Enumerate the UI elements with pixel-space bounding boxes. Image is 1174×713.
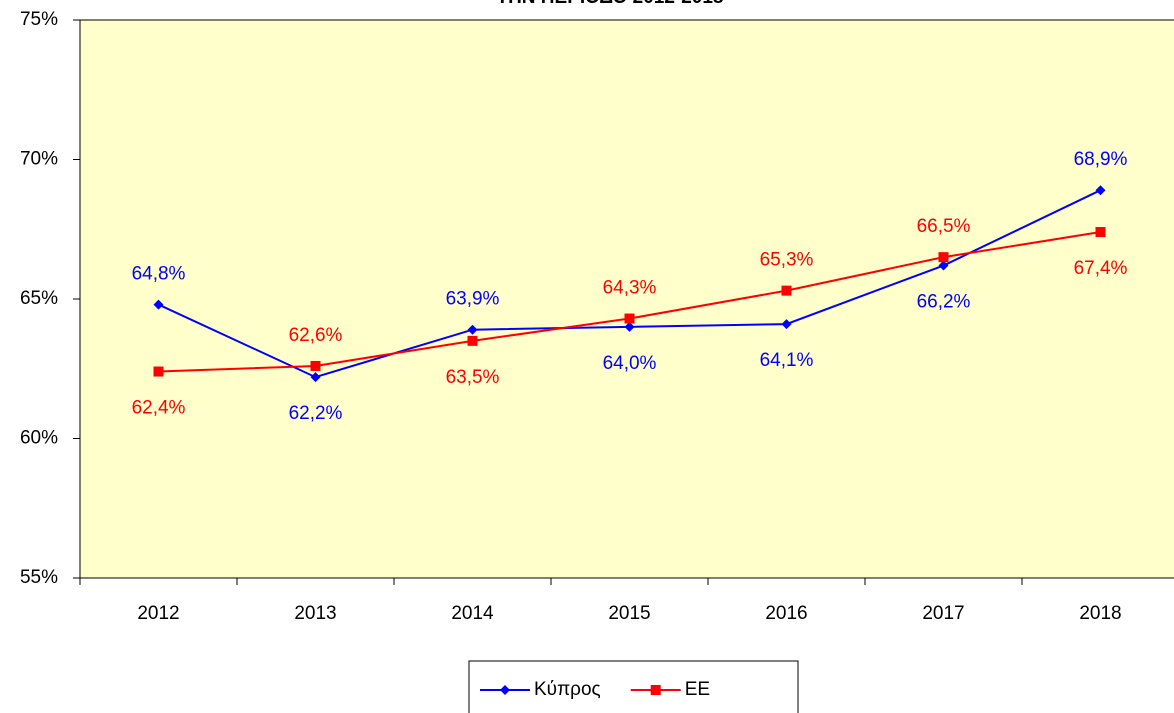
data-label: 66,2% [917, 292, 971, 313]
data-label: 62,2% [289, 403, 343, 424]
marker [310, 360, 321, 371]
marker [781, 319, 792, 330]
data-label: 64,3% [603, 278, 657, 299]
x-tick-label: 2017 [922, 603, 964, 624]
marker [467, 335, 478, 346]
marker [781, 285, 792, 296]
plot-area [79, 19, 1174, 579]
data-label: 63,5% [446, 367, 500, 388]
x-tick-label: 2015 [608, 603, 650, 624]
marker [310, 372, 321, 383]
marker [624, 321, 635, 332]
data-label: 65,3% [760, 250, 814, 271]
marker [153, 299, 164, 310]
x-tick-label: 2018 [1079, 603, 1121, 624]
data-label: 68,9% [1074, 149, 1128, 170]
data-label: 63,9% [446, 289, 500, 310]
marker [153, 366, 164, 377]
marker [624, 313, 635, 324]
data-label: 64,1% [760, 350, 814, 371]
marker [1095, 227, 1106, 238]
marker [650, 685, 661, 695]
data-label: 64,0% [603, 353, 657, 374]
marker [467, 324, 478, 335]
x-tick-label: 2012 [137, 603, 179, 624]
legend-box [468, 660, 799, 713]
data-label: 67,4% [1074, 258, 1128, 279]
x-tick-label: 2014 [451, 603, 494, 624]
y-tick-label: 75% [20, 9, 58, 30]
data-label: 66,5% [917, 216, 971, 237]
data-label: 64,8% [132, 264, 186, 285]
data-label: 62,4% [132, 398, 186, 419]
legend: Κύπρος ΕΕ [468, 660, 799, 713]
y-tick-label: 65% [20, 288, 58, 309]
x-tick-label: 2013 [294, 603, 336, 624]
y-tick-label: 55% [20, 567, 58, 588]
marker [938, 260, 949, 271]
y-tick-label: 70% [20, 149, 58, 170]
marker [938, 252, 949, 263]
x-tick-label: 2016 [765, 603, 807, 624]
marker [1095, 185, 1106, 196]
marker [500, 685, 510, 695]
data-label: 62,6% [289, 325, 343, 346]
legend-label: ΕΕ [685, 679, 710, 700]
y-tick-label: 60% [20, 428, 58, 449]
legend-label: Κύπρος [534, 679, 601, 700]
chart-title: ΤΗΝ ΠΕΡΙΟΔΟ 2012-2018 [496, 0, 723, 8]
